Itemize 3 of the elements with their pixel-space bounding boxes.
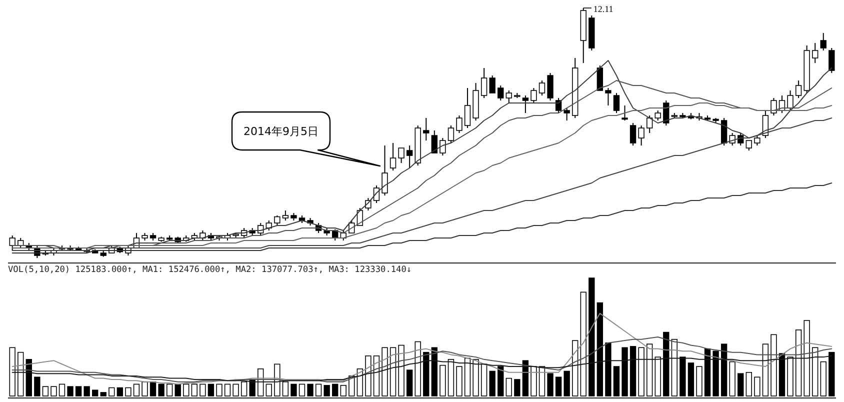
annotation: 2014年9月5日 [244, 125, 318, 138]
annotation: 12.11 [593, 4, 614, 14]
chart-title: VOL(5,10,20) 125183.000↑, MA1: 152476.000↑, MA2: 137077.703↑, MA3: 123330.140↓ [8, 265, 412, 275]
